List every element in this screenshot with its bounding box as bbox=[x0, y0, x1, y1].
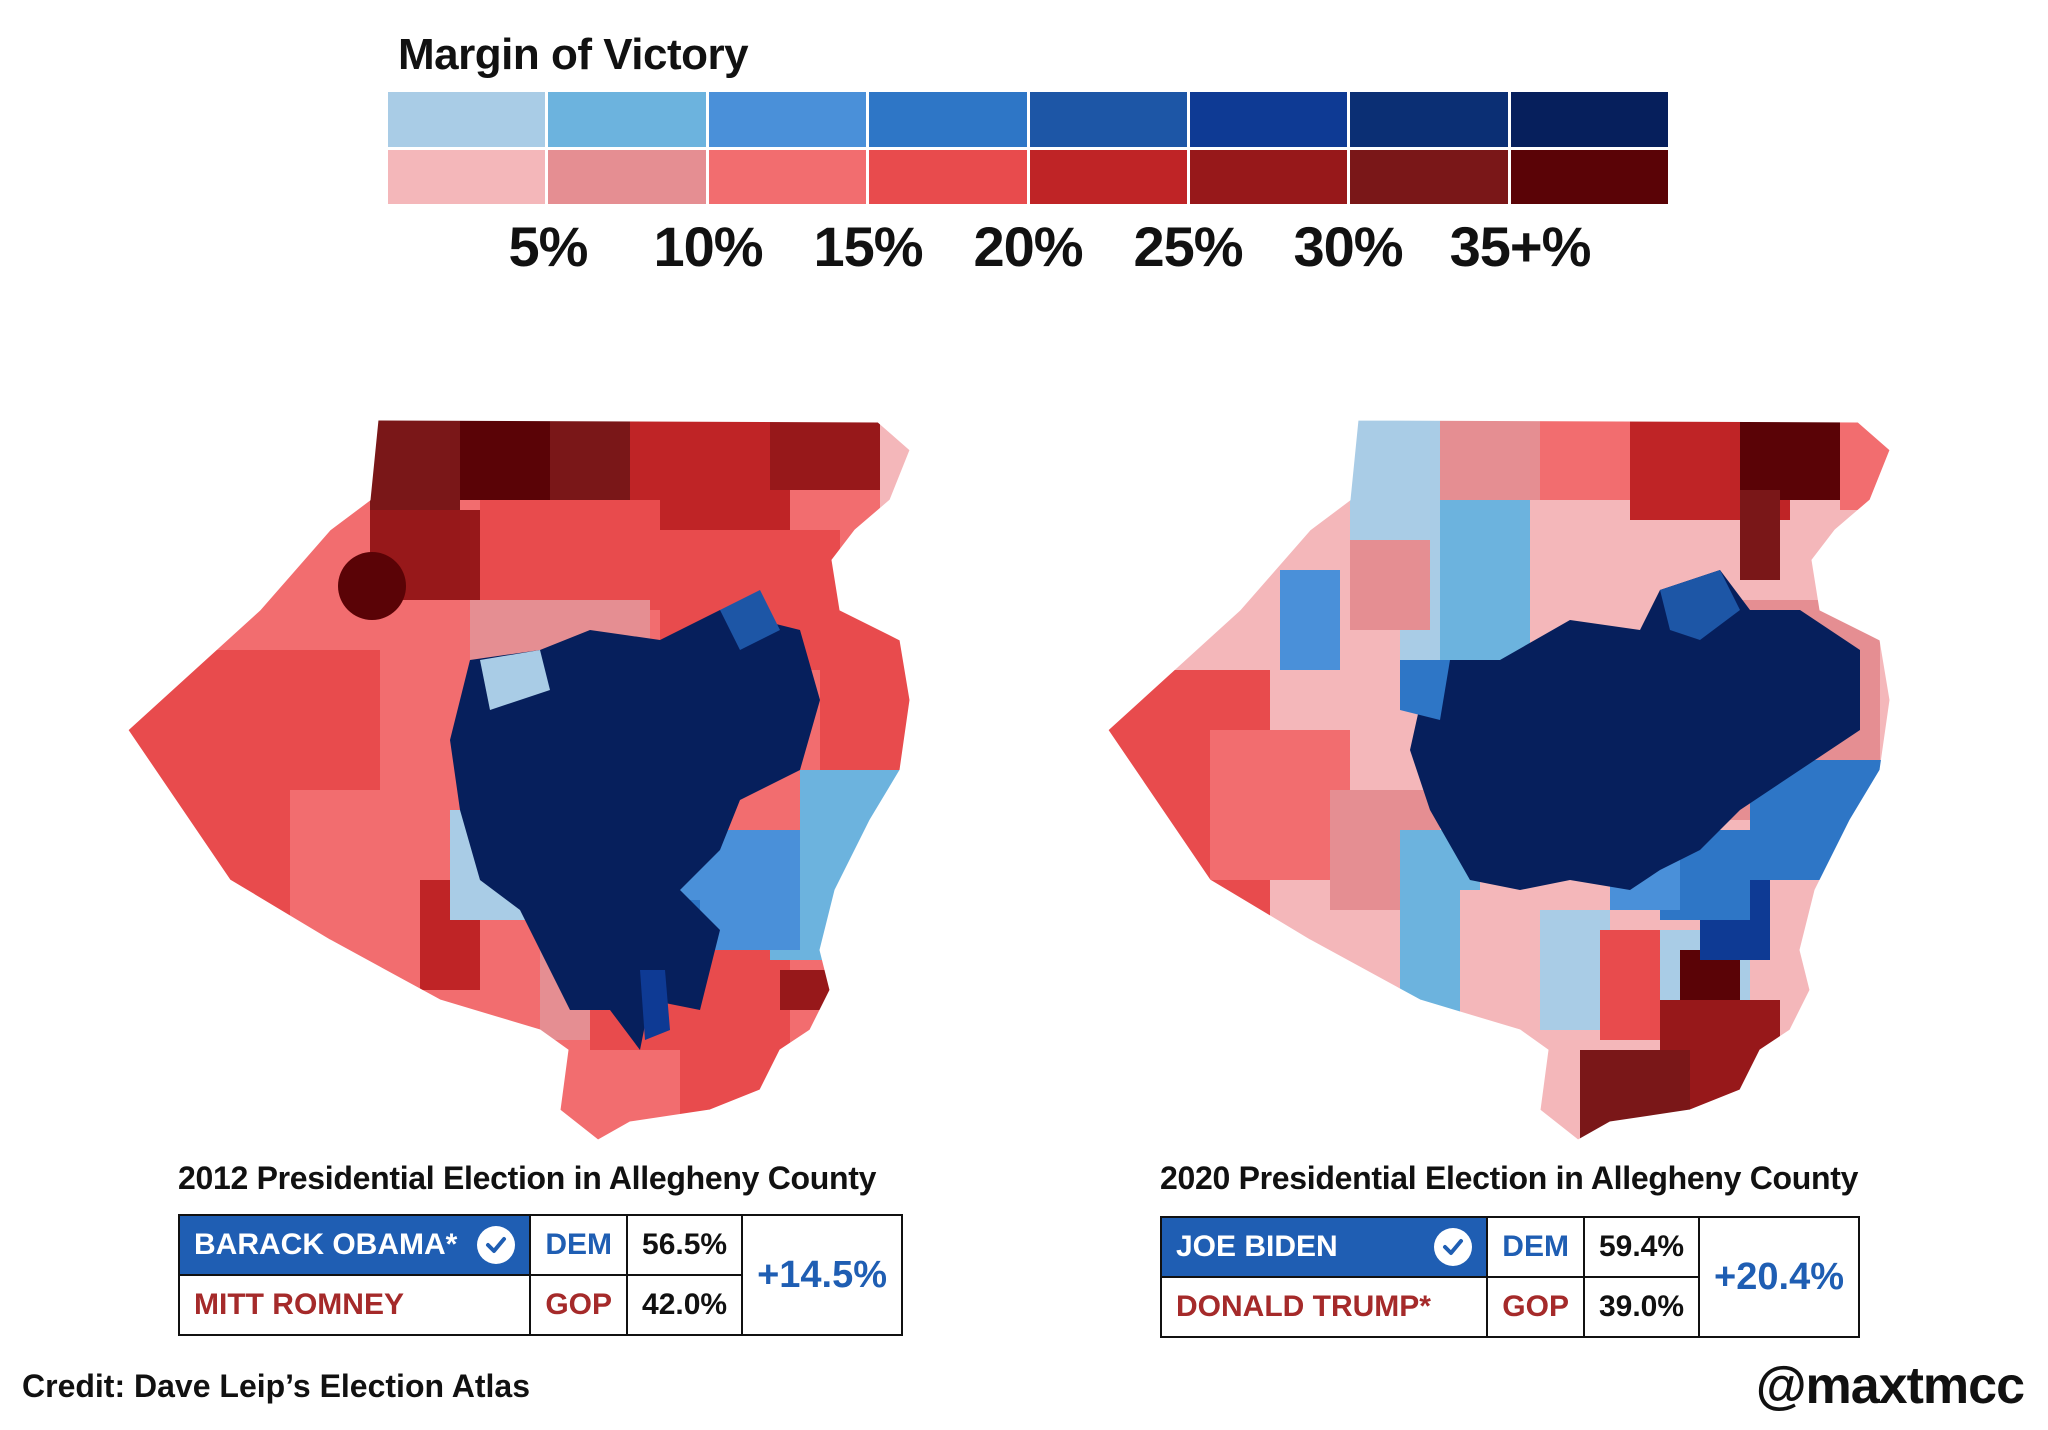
author-handle: @maxtmcc bbox=[1755, 1357, 2025, 1415]
vote-share-cell: 42.0% bbox=[626, 1274, 744, 1336]
legend-tick: 10% bbox=[653, 215, 763, 278]
legend-ticks: 5% 10% 15% 20% 25% 30% 35+% bbox=[388, 214, 1668, 284]
table-row: JOE BIDEN DEM 59.4% +20.4% bbox=[1159, 1216, 1860, 1338]
candidate-name: DONALD TRUMP* bbox=[1159, 1276, 1489, 1338]
candidate-name: BARACK OBAMA* bbox=[194, 1228, 458, 1261]
candidate-name: JOE BIDEN bbox=[1176, 1230, 1338, 1263]
legend-tick: 20% bbox=[973, 215, 1083, 278]
legend-tick: 15% bbox=[813, 215, 923, 278]
legend-tick: 5% bbox=[508, 215, 589, 278]
map-2020 bbox=[1100, 410, 1900, 1150]
legend-swatch-gop-7 bbox=[1350, 149, 1508, 204]
legend-swatch-dem-6 bbox=[1189, 92, 1348, 147]
table-row: DONALD TRUMP* GOP 39.0% bbox=[1159, 1276, 1859, 1338]
legend-swatch-dem-8 bbox=[1510, 92, 1668, 147]
legend-swatch-gop-6 bbox=[1189, 149, 1348, 204]
results-title-2020: 2020 Presidential Election in Allegheny … bbox=[1160, 1160, 1859, 1196]
legend-swatch-gop-1 bbox=[388, 149, 546, 204]
margin-cell: +14.5% bbox=[741, 1214, 904, 1336]
legend-swatch-dem-3 bbox=[708, 92, 867, 147]
legend-swatch-dem-2 bbox=[548, 92, 706, 147]
party-cell: DEM bbox=[529, 1214, 629, 1276]
vote-share-cell: 56.5% bbox=[626, 1214, 744, 1276]
table-row: MITT ROMNEY GOP 42.0% bbox=[177, 1274, 902, 1336]
legend-title: Margin of Victory bbox=[398, 30, 749, 79]
vote-share-cell: 39.0% bbox=[1582, 1276, 1701, 1338]
map-2012 bbox=[120, 410, 920, 1150]
legend-swatch-gop-2 bbox=[548, 149, 706, 204]
legend-color-scale bbox=[388, 92, 1668, 204]
legend-swatch-dem-1 bbox=[388, 92, 546, 147]
legend-swatch-dem-7 bbox=[1350, 92, 1508, 147]
legend-swatch-gop-5 bbox=[1029, 149, 1187, 204]
legend-tick: 25% bbox=[1133, 215, 1243, 278]
checkmark-icon bbox=[1434, 1228, 1473, 1266]
party-cell: GOP bbox=[529, 1274, 629, 1336]
credit-text: Credit: Dave Leip’s Election Atlas bbox=[22, 1368, 530, 1404]
margin-cell: +20.4% bbox=[1698, 1216, 1860, 1338]
legend-tick: 30% bbox=[1293, 215, 1403, 278]
legend-tick: 35+% bbox=[1449, 215, 1592, 278]
candidate-cell: JOE BIDEN bbox=[1159, 1216, 1489, 1278]
legend-swatch-gop-3 bbox=[708, 149, 867, 204]
results-title-2012: 2012 Presidential Election in Allegheny … bbox=[178, 1160, 877, 1196]
checkmark-icon bbox=[477, 1226, 516, 1264]
candidate-cell: BARACK OBAMA* bbox=[177, 1214, 532, 1276]
legend-swatch-gop-4 bbox=[869, 149, 1027, 204]
legend-swatch-gop-8 bbox=[1510, 149, 1668, 204]
party-cell: DEM bbox=[1486, 1216, 1585, 1278]
results-table-2012: BARACK OBAMA* DEM 56.5% +14.5% MITT ROMN… bbox=[177, 1214, 904, 1336]
table-row: BARACK OBAMA* DEM 56.5% +14.5% bbox=[177, 1214, 904, 1336]
legend-swatch-dem-5 bbox=[1029, 92, 1187, 147]
candidate-name: MITT ROMNEY bbox=[177, 1274, 532, 1336]
party-cell: GOP bbox=[1486, 1276, 1585, 1338]
vote-share-cell: 59.4% bbox=[1582, 1216, 1701, 1278]
legend-swatch-dem-4 bbox=[869, 92, 1027, 147]
results-table-2020: JOE BIDEN DEM 59.4% +20.4% DONALD TRUMP*… bbox=[1159, 1216, 1860, 1338]
